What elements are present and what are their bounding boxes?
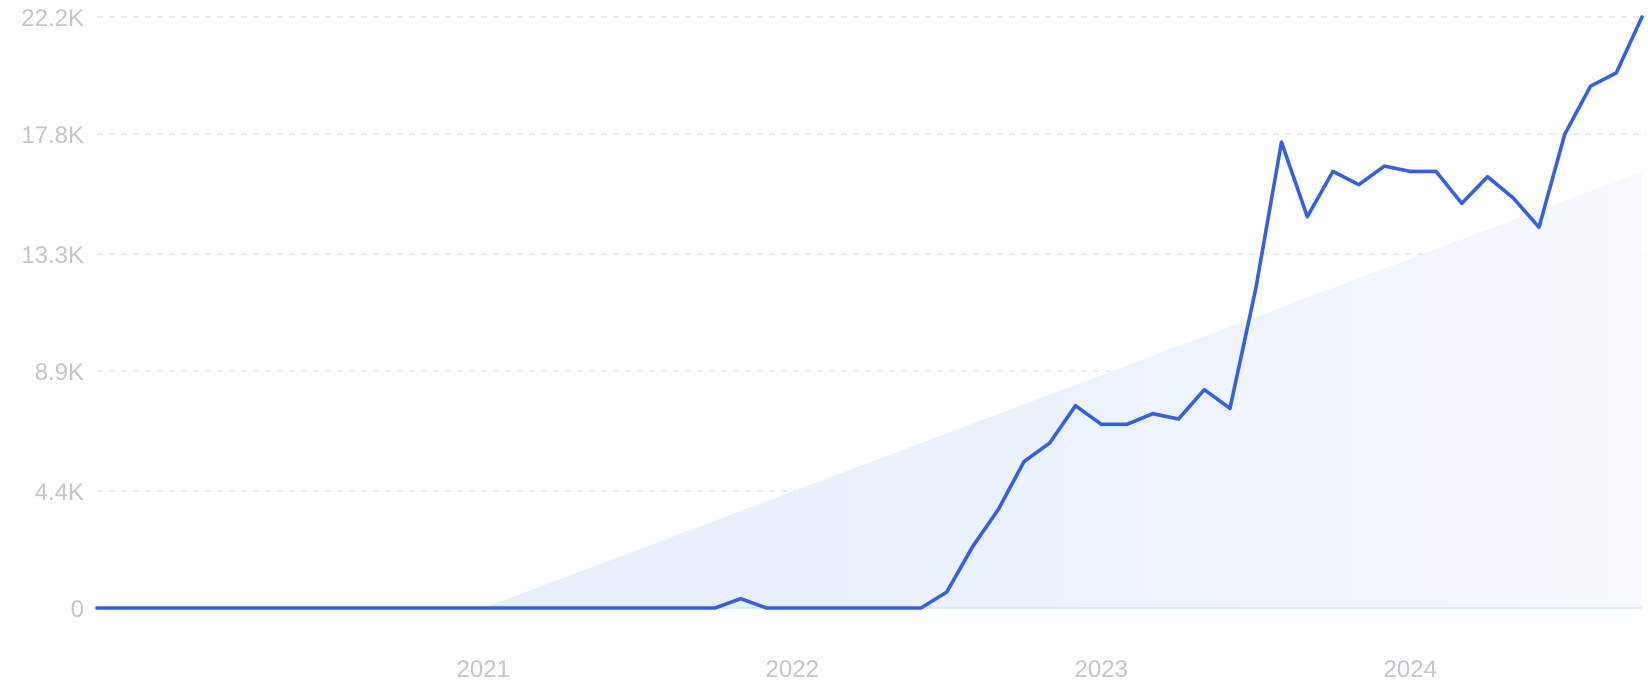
trend-area-shape [483,171,1642,609]
y-tick-label: 8.9K [35,359,84,386]
trend-area [483,171,1642,609]
y-tick-label: 13.3K [21,242,84,269]
x-tick-label: 2024 [1384,656,1437,683]
y-tick-label: 17.8K [21,122,84,149]
y-tick-label: 22.2K [21,5,84,32]
series-line [95,15,1644,610]
x-tick-label: 2022 [766,656,819,683]
series-line-group [95,15,1644,610]
y-tick-label: 0 [71,596,84,623]
x-tick-label: 2023 [1075,656,1128,683]
y-axis-ticks: 0 4.4K 8.9K 13.3K 17.8K 22.2K [21,5,84,623]
x-tick-label: 2021 [457,656,510,683]
x-axis-ticks: 20212022202320242025 [457,656,1437,683]
y-tick-label: 4.4K [35,479,84,506]
